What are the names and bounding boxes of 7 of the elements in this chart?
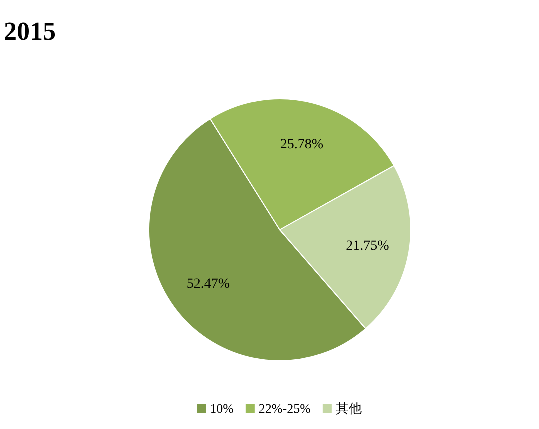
legend-label: 其他 <box>336 401 362 416</box>
chart-title: 2015 <box>4 17 56 46</box>
data-label: 25.78% <box>280 138 324 153</box>
data-label: 21.75% <box>346 239 390 254</box>
data-label: 52.47% <box>186 277 230 292</box>
legend-label: 22%-25% <box>258 401 312 416</box>
legend-label: 10% <box>210 401 234 416</box>
